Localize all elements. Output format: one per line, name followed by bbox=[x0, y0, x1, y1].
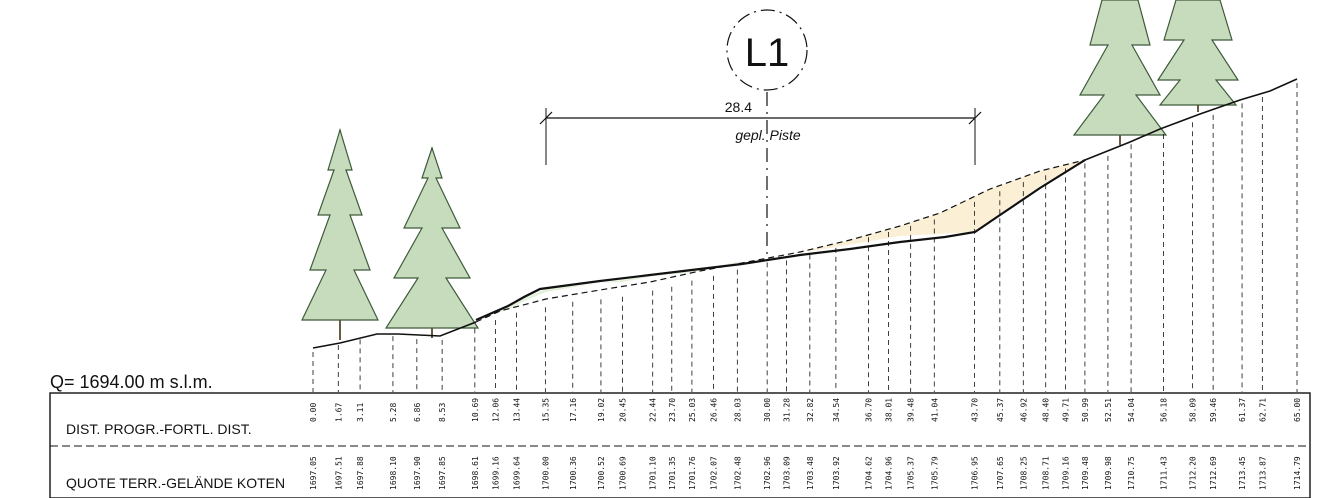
station-distance: 61.37 bbox=[1238, 398, 1247, 422]
width-value: 28.4 bbox=[725, 99, 752, 115]
station-distance: 34.54 bbox=[832, 398, 841, 422]
station-ticks: 0.00 1697.05 1.67 1697.51 3.11 1697.88 5.28 169… bbox=[309, 83, 1302, 490]
station-elevation: 1713.87 bbox=[1258, 456, 1267, 490]
distance-row-label: DIST. PROGR.-FORTL. DIST. bbox=[66, 421, 252, 437]
station-distance: 36.70 bbox=[865, 398, 874, 422]
station-elevation: 1705.37 bbox=[907, 456, 916, 490]
station-distance: 49.71 bbox=[1062, 398, 1071, 422]
station-distance: 10.69 bbox=[471, 398, 480, 422]
station-distance: 12.06 bbox=[492, 398, 501, 422]
station-distance: 56.18 bbox=[1159, 398, 1168, 422]
station-distance: 50.99 bbox=[1081, 398, 1090, 422]
station-elevation: 1712.20 bbox=[1188, 456, 1197, 490]
width-dimension: 28.4 gepl. Piste bbox=[539, 99, 982, 165]
station-elevation: 1699.16 bbox=[492, 456, 501, 490]
station-distance: 31.28 bbox=[783, 398, 792, 422]
station-elevation: 1703.48 bbox=[806, 456, 815, 490]
station-distance: 15.35 bbox=[541, 398, 550, 422]
station-elevation: 1697.90 bbox=[413, 456, 422, 490]
station-distance: 1.67 bbox=[334, 403, 343, 422]
station-elevation: 1705.79 bbox=[930, 456, 939, 490]
station-elevation: 1712.69 bbox=[1209, 456, 1218, 490]
existing-terrain-line bbox=[312, 321, 477, 349]
station-distance: 26.46 bbox=[710, 398, 719, 422]
station-elevation: 1710.75 bbox=[1127, 456, 1136, 490]
cut-area bbox=[770, 160, 1085, 257]
station-elevation: 1708.25 bbox=[1019, 456, 1028, 490]
station-elevation: 1702.07 bbox=[710, 456, 719, 490]
station-elevation: 1699.64 bbox=[512, 456, 521, 490]
station-elevation: 1697.51 bbox=[334, 456, 343, 490]
station-elevation: 1702.96 bbox=[763, 456, 772, 490]
station-distance: 19.02 bbox=[597, 398, 606, 422]
station-distance: 38.01 bbox=[884, 398, 893, 422]
station-elevation: 1704.62 bbox=[865, 456, 874, 490]
station-elevation: 1700.52 bbox=[597, 456, 606, 490]
width-label: gepl. Piste bbox=[735, 127, 801, 143]
station-elevation: 1701.76 bbox=[688, 456, 697, 490]
station-elevation: 1707.65 bbox=[996, 456, 1005, 490]
station-distance: 20.45 bbox=[619, 398, 628, 422]
station-distance: 6.86 bbox=[413, 403, 422, 422]
station-elevation: 1700.36 bbox=[569, 456, 578, 490]
station-elevation: 1711.43 bbox=[1159, 456, 1168, 490]
station-distance: 8.53 bbox=[438, 403, 447, 422]
station-distance: 39.48 bbox=[907, 398, 916, 422]
station-distance: 28.03 bbox=[733, 398, 742, 422]
datum-label: Q= 1694.00 m s.l.m. bbox=[50, 372, 213, 392]
station-elevation: 1713.45 bbox=[1238, 456, 1247, 490]
station-elevation: 1697.85 bbox=[438, 456, 447, 490]
station-distance: 25.03 bbox=[688, 398, 697, 422]
station-distance: 58.09 bbox=[1188, 398, 1197, 422]
station-elevation: 1703.92 bbox=[832, 456, 841, 490]
station-elevation: 1704.96 bbox=[884, 456, 893, 490]
station-elevation: 1709.16 bbox=[1062, 456, 1071, 490]
station-distance: 13.44 bbox=[512, 398, 521, 422]
station-elevation: 1709.98 bbox=[1104, 456, 1113, 490]
station-elevation: 1698.10 bbox=[389, 456, 398, 490]
design-profile-line bbox=[475, 159, 1086, 322]
station-elevation: 1697.05 bbox=[309, 456, 318, 490]
station-distance: 17.16 bbox=[569, 398, 578, 422]
station-elevation: 1701.35 bbox=[668, 456, 677, 490]
spruce-tree-icon bbox=[1156, 0, 1240, 112]
station-distance: 5.28 bbox=[389, 403, 398, 422]
elevation-row-label: QUOTE TERR.-GELÄNDE KOTEN bbox=[66, 475, 285, 491]
station-distance: 62.71 bbox=[1258, 398, 1267, 422]
station-distance: 52.51 bbox=[1104, 398, 1113, 422]
station-distance: 59.46 bbox=[1209, 398, 1218, 422]
section-id-circle bbox=[726, 9, 808, 91]
station-distance: 23.70 bbox=[668, 398, 677, 422]
station-distance: 0.00 bbox=[309, 403, 318, 422]
spruce-tree-icon bbox=[1072, 0, 1168, 145]
station-elevation: 1702.48 bbox=[733, 456, 742, 490]
spruce-tree-icon bbox=[384, 146, 480, 338]
station-elevation: 1697.88 bbox=[356, 456, 365, 490]
station-distance: 32.82 bbox=[806, 398, 815, 422]
station-distance: 54.04 bbox=[1127, 398, 1136, 422]
station-elevation: 1698.61 bbox=[471, 456, 480, 490]
station-elevation: 1709.48 bbox=[1081, 456, 1090, 490]
station-distance: 48.40 bbox=[1042, 398, 1051, 422]
existing-terrain-line-right bbox=[1084, 78, 1298, 161]
station-elevation: 1703.09 bbox=[783, 456, 792, 490]
station-elevation: 1700.69 bbox=[619, 456, 628, 490]
station-elevation: 1706.95 bbox=[971, 456, 980, 490]
station-elevation: 1701.10 bbox=[649, 456, 658, 490]
station-distance: 41.04 bbox=[930, 398, 939, 422]
station-elevation: 1700.00 bbox=[541, 456, 550, 490]
station-distance: 45.37 bbox=[996, 398, 1005, 422]
station-distance: 3.11 bbox=[356, 403, 365, 422]
station-elevation: 1708.71 bbox=[1042, 456, 1051, 490]
station-distance: 65.00 bbox=[1293, 398, 1302, 422]
spruce-tree-icon bbox=[301, 127, 379, 340]
station-distance: 30.00 bbox=[763, 398, 772, 422]
station-distance: 46.92 bbox=[1019, 398, 1028, 422]
existing-terrain-dashed bbox=[475, 159, 1086, 323]
station-distance: 43.70 bbox=[971, 398, 980, 422]
station-distance: 22.44 bbox=[649, 398, 658, 422]
section-id: L1 bbox=[745, 31, 790, 75]
station-elevation: 1714.79 bbox=[1293, 456, 1302, 490]
